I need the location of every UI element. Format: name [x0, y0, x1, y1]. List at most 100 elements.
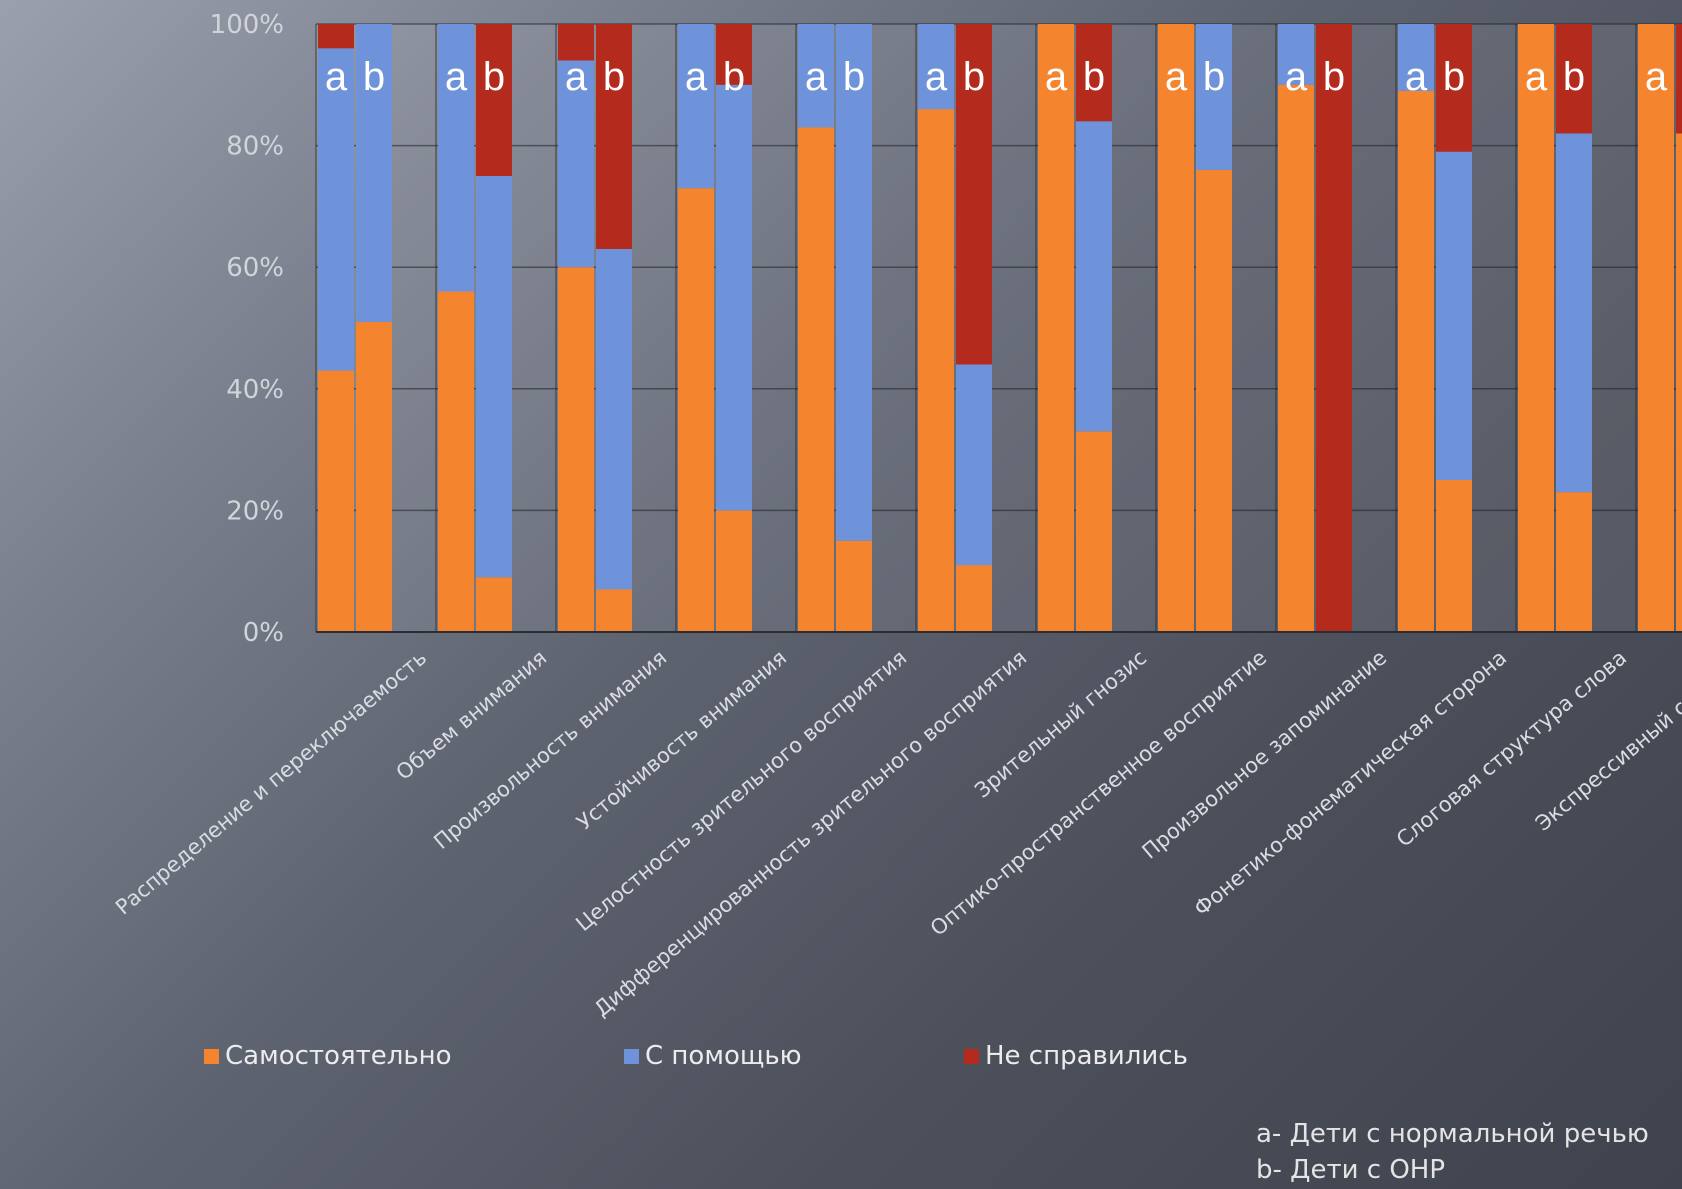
- legend-item-self: Самостоятельно: [204, 1041, 624, 1071]
- bar-pair-label: a: [445, 55, 468, 99]
- bar-segment-b-2: [596, 24, 632, 249]
- category-label: Произвольность внимания: [429, 645, 671, 853]
- category-label: Устойчивость внимания: [572, 645, 791, 834]
- bar-segment-a-1: [1398, 24, 1434, 91]
- bar-segment-b-0: [716, 510, 752, 632]
- bar-pair-label: a: [1045, 55, 1068, 99]
- legend-label-help: С помощью: [645, 1041, 802, 1071]
- bar-segment-b-1: [596, 248, 632, 590]
- bar-pair-label: b: [1083, 55, 1105, 99]
- bar-segment-b-0: [1076, 431, 1112, 632]
- bar-pair-label: b: [1563, 55, 1585, 99]
- bar-segment-b-0: [476, 577, 512, 632]
- bar-segment-a-0: [678, 188, 714, 632]
- bar-segment-b-1: [716, 84, 752, 511]
- bar-segment-a-1: [318, 48, 354, 371]
- bar-segment-b-2: [1556, 24, 1592, 134]
- bar-segment-b-1: [476, 176, 512, 578]
- legend-item-failed: Не справились: [964, 1041, 1188, 1071]
- bar-pair-label: b: [1323, 55, 1345, 99]
- bar-pair-label: b: [1443, 55, 1465, 99]
- bar-pair-label: b: [483, 55, 505, 99]
- bar-segment-b-2: [1316, 24, 1352, 632]
- bar-segment-b-0: [356, 321, 392, 632]
- bar-segment-a-1: [558, 60, 594, 268]
- bar-segment-a-0: [1638, 24, 1674, 632]
- plot-area: [316, 24, 1682, 632]
- legend-label-self: Самостоятельно: [225, 1041, 452, 1071]
- bar-segment-b-0: [956, 565, 992, 632]
- y-tick-label: 40%: [226, 375, 284, 405]
- bar-pair-label: a: [805, 55, 828, 99]
- category-label: Произвольное запоминание: [1138, 645, 1392, 863]
- bar-segment-b-1: [956, 364, 992, 566]
- bar-segment-a-1: [918, 24, 954, 110]
- bar-pair-label: b: [843, 55, 865, 99]
- category-label: Распределение и переключаемость: [111, 645, 431, 919]
- bar-segment-a-1: [678, 24, 714, 189]
- legend: Самостоятельно С помощью Не справились: [204, 1036, 1188, 1076]
- bar-pair-label: a: [565, 55, 588, 99]
- bar-segment-a-2: [558, 24, 594, 61]
- bar-segment-b-0: [1556, 492, 1592, 632]
- legend-swatch-help: [624, 1048, 639, 1064]
- bar-pair-label: b: [723, 55, 745, 99]
- bar-segment-a-2: [318, 24, 354, 49]
- bar-segment-b-1: [1076, 121, 1112, 432]
- bar-segment-b-1: [836, 24, 872, 541]
- bar-segment-a-1: [798, 24, 834, 128]
- y-tick-label: 0%: [243, 618, 284, 648]
- legend-label-failed: Не справились: [985, 1041, 1188, 1071]
- bar-segment-b-2: [1076, 24, 1112, 122]
- bar-segment-a-0: [318, 370, 354, 632]
- bar-segment-a-0: [1278, 84, 1314, 633]
- bar-segment-b-2: [1676, 24, 1682, 134]
- bar-segment-b-1: [1556, 133, 1592, 493]
- y-tick-label: 100%: [210, 10, 284, 40]
- bar-segment-a-0: [1398, 90, 1434, 632]
- category-label: Слоговая структура слова: [1392, 645, 1631, 851]
- legend-swatch-failed: [964, 1048, 979, 1064]
- bar-segment-a-0: [558, 267, 594, 632]
- bar-segment-a-0: [1038, 24, 1074, 632]
- bar-segment-a-0: [918, 109, 954, 633]
- note-line-b: b- Дети с ОНР: [1256, 1155, 1446, 1185]
- bar-segment-b-1: [1436, 151, 1472, 480]
- bar-pair-label: a: [1525, 55, 1548, 99]
- category-label: Дифференцированность зрительного восприя…: [590, 645, 1032, 1021]
- bar-segment-b-0: [596, 589, 632, 632]
- note-line-a: a- Дети с нормальной речью: [1256, 1119, 1649, 1149]
- bar-pair-label: b: [1203, 55, 1225, 99]
- bar-pair-label: a: [685, 55, 708, 99]
- legend-item-help: С помощью: [624, 1041, 964, 1071]
- y-tick-label: 20%: [226, 496, 284, 526]
- legend-swatch-self: [204, 1048, 219, 1064]
- group-note: a- Дети с нормальной речью b- Дети с ОНР: [1256, 1116, 1649, 1188]
- bar-segment-b-2: [716, 24, 752, 85]
- bar-segment-b-0: [1436, 480, 1472, 632]
- bar-segment-b-1: [356, 24, 392, 322]
- bar-pair-label: a: [1645, 55, 1668, 99]
- bar-segment-b-0: [836, 540, 872, 632]
- bar-pair-label: b: [603, 55, 625, 99]
- bar-segment-b-2: [476, 24, 512, 176]
- bar-pair-label: a: [1285, 55, 1308, 99]
- bar-pair-label: a: [325, 55, 348, 99]
- bar-segment-b-2: [1436, 24, 1472, 152]
- bar-segment-a-0: [1518, 24, 1554, 632]
- bar-pair-label: b: [363, 55, 385, 99]
- y-tick-label: 60%: [226, 253, 284, 283]
- bar-pair-label: a: [925, 55, 948, 99]
- bar-pair-label: a: [1405, 55, 1428, 99]
- bar-segment-b-0: [1676, 133, 1682, 632]
- y-tick-label: 80%: [226, 132, 284, 162]
- bar-pair-label: b: [963, 55, 985, 99]
- bar-pair-label: a: [1165, 55, 1188, 99]
- bar-segment-a-0: [438, 291, 474, 632]
- bar-segment-a-1: [438, 24, 474, 292]
- bar-segment-a-0: [798, 127, 834, 633]
- bar-segment-a-1: [1278, 24, 1314, 85]
- bar-segment-a-0: [1158, 24, 1194, 632]
